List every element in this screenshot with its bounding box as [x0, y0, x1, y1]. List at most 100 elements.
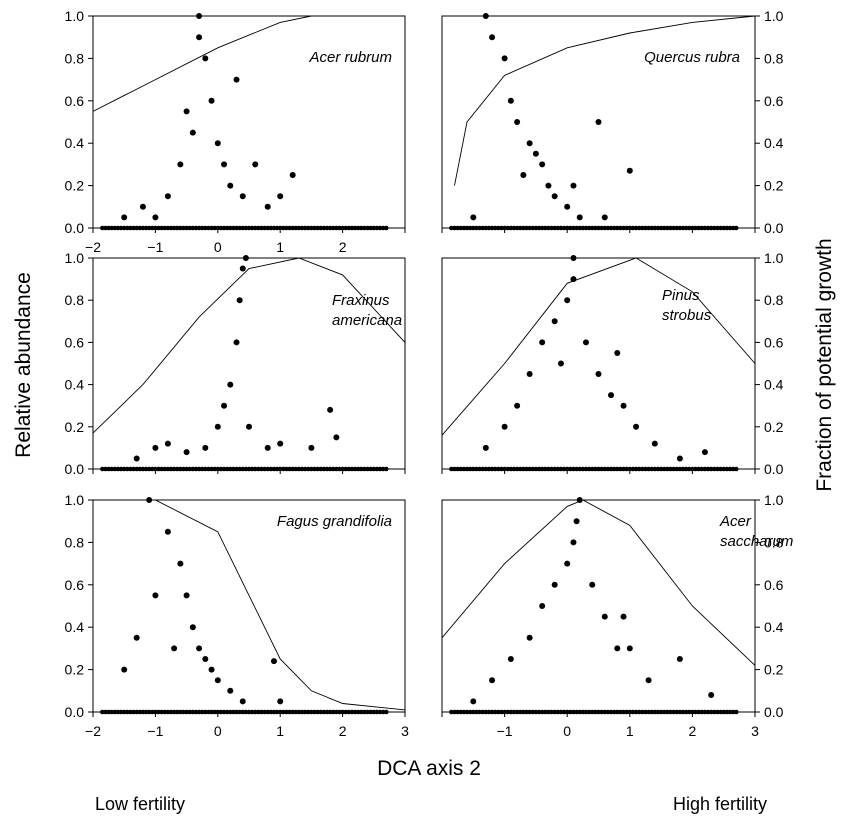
high-fertility-label: High fertility — [673, 794, 767, 814]
data-point — [489, 677, 496, 684]
data-point — [532, 150, 539, 157]
data-point — [570, 182, 577, 189]
x-tick-label: −1 — [147, 723, 163, 739]
data-point — [196, 34, 203, 41]
data-point — [589, 581, 596, 588]
data-point — [582, 339, 589, 346]
data-point — [482, 13, 489, 19]
data-point — [214, 140, 221, 147]
x-tick-label: 2 — [689, 723, 697, 739]
y-tick-label: 1.0 — [65, 250, 85, 266]
growth-curve — [454, 15, 756, 186]
data-point — [221, 402, 228, 409]
panel-frame — [92, 257, 406, 470]
growth-curve — [441, 499, 756, 666]
species-label: Acer rubrum — [308, 49, 392, 66]
data-point — [277, 698, 284, 705]
y-tick-label: 0.4 — [65, 377, 85, 393]
y-tick-label: 0.0 — [764, 461, 784, 477]
data-point — [177, 560, 184, 567]
data-point — [564, 203, 571, 210]
data-point — [614, 645, 621, 652]
species-label: Pinus strobus — [662, 287, 712, 324]
y-tick-label: 0.2 — [764, 178, 784, 194]
data-point-zero — [383, 466, 389, 472]
data-point — [277, 193, 284, 200]
data-point — [526, 140, 533, 147]
data-point — [152, 444, 159, 451]
data-point — [152, 592, 159, 599]
data-point — [202, 55, 209, 62]
growth-curve — [93, 499, 406, 711]
data-point — [308, 444, 315, 451]
data-point — [264, 203, 271, 210]
growth-curve — [92, 257, 406, 434]
data-point — [183, 592, 190, 599]
data-point-zero — [383, 709, 389, 715]
y-tick-label: 0.6 — [764, 577, 784, 593]
data-point — [539, 339, 546, 346]
data-point — [246, 423, 252, 430]
y-tick-label: 0.4 — [65, 135, 85, 151]
data-point — [595, 371, 602, 378]
data-point — [214, 423, 221, 430]
data-point-zero — [733, 225, 739, 231]
data-point — [233, 339, 240, 346]
y-tick-label: 0.0 — [65, 704, 85, 720]
panel-frame — [92, 499, 406, 713]
data-point — [507, 656, 514, 662]
data-point — [239, 698, 246, 705]
data-point — [539, 161, 546, 168]
data-point — [239, 265, 246, 272]
data-point — [277, 440, 284, 447]
data-point-zero — [733, 709, 739, 715]
y-tick-label: 0.4 — [764, 619, 784, 635]
y-tick-label: 0.8 — [764, 292, 784, 308]
data-point — [139, 203, 146, 210]
panel-5: 0.0 0.2 0.4 0.6 0.8 1.0 −2 −1 0 1 2 3 Fagus grandifo… — [65, 492, 410, 739]
x-tick-label: −2 — [85, 239, 101, 255]
y-tick-label: 0.8 — [764, 534, 784, 550]
y-tick-label: 0.6 — [65, 577, 85, 593]
y-tick-label: 0.2 — [65, 178, 85, 194]
data-point — [242, 255, 249, 261]
y-tick-label: 0.0 — [65, 220, 85, 236]
data-point — [576, 497, 583, 503]
panel-2: 0.0 0.2 0.4 0.6 0.8 1.0 Quercus rubra — [441, 8, 784, 236]
data-point — [570, 255, 577, 261]
data-point — [164, 528, 171, 535]
y-tick-label: 0.2 — [764, 662, 784, 678]
y-tick-label: 0.8 — [65, 50, 85, 66]
data-point — [526, 371, 533, 378]
y-tick-label: 1.0 — [764, 492, 784, 508]
data-point — [708, 692, 715, 699]
data-point — [557, 360, 564, 367]
species-label: Quercus rubra — [644, 49, 740, 66]
data-point — [233, 76, 240, 83]
data-point — [470, 698, 477, 705]
data-point — [202, 656, 209, 662]
data-point — [482, 444, 489, 451]
data-point — [208, 97, 215, 104]
y-tick-label: 0.0 — [764, 220, 784, 236]
data-point — [545, 182, 552, 189]
y-tick-label: 0.8 — [65, 292, 85, 308]
data-point — [227, 182, 234, 189]
data-point — [270, 658, 277, 665]
species-label: Fagus grandifolia — [277, 513, 392, 530]
data-point — [208, 666, 215, 673]
x-tick-label: 0 — [214, 723, 222, 739]
data-point — [121, 214, 128, 221]
data-point — [551, 193, 558, 200]
data-point — [573, 518, 580, 525]
data-point — [252, 161, 259, 168]
data-point — [501, 55, 508, 62]
y-tick-label: 0.6 — [65, 334, 85, 350]
panel-frame — [441, 257, 756, 470]
x-tick-label: −1 — [497, 723, 513, 739]
data-point — [264, 444, 271, 451]
species-label: Acer saccharum — [719, 513, 793, 550]
data-point — [570, 276, 577, 283]
data-point — [183, 449, 190, 456]
y-tick-label: 1.0 — [65, 8, 85, 24]
